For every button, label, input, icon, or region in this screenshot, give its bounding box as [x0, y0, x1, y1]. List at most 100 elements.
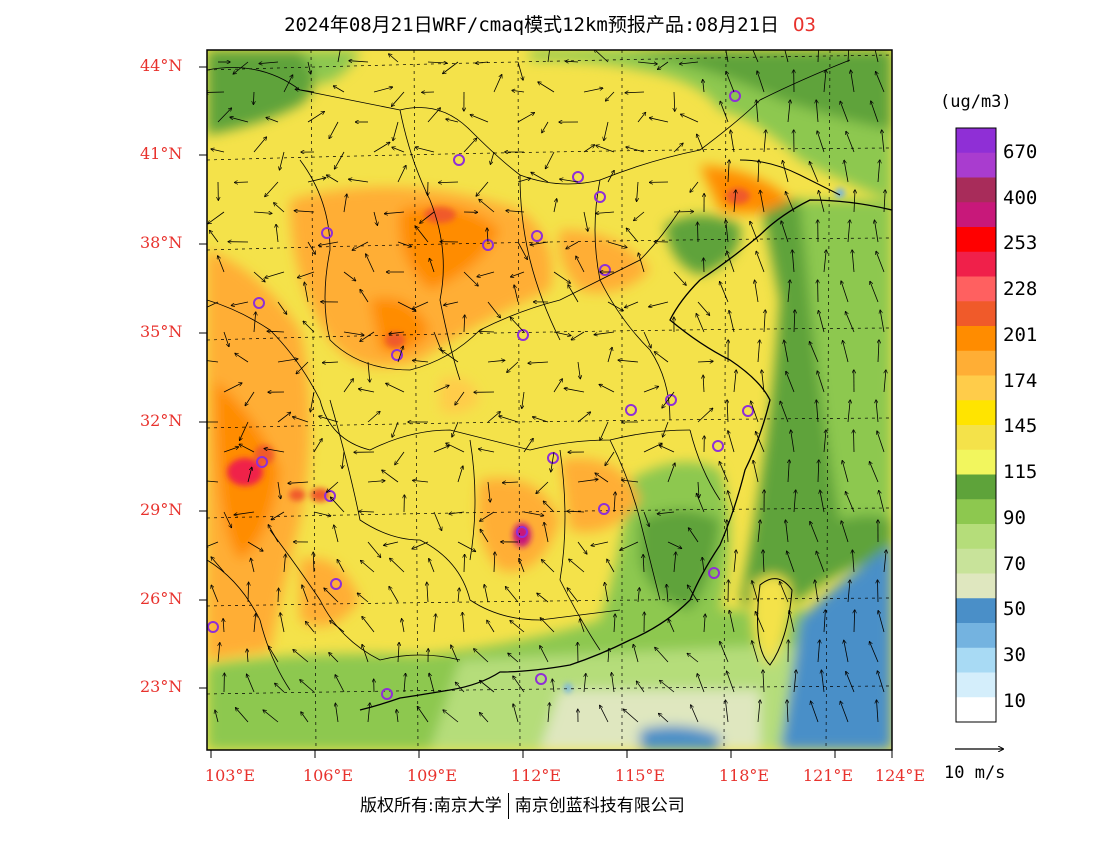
wind-arrow: [637, 181, 638, 201]
wind-arrow: [506, 211, 525, 212]
wind-arrow: [296, 361, 309, 374]
wind-arrow: [884, 190, 885, 213]
wind-arrow: [780, 401, 789, 423]
wind-arrow: [604, 121, 609, 140]
wind-arrow: [218, 256, 225, 273]
wind-arrow: [480, 530, 489, 543]
wind-arrow: [810, 522, 819, 543]
wind-arrow: [395, 451, 405, 465]
wind-arrow: [211, 585, 219, 603]
wind-arrow: [307, 241, 315, 254]
wind-arrow: [568, 285, 579, 303]
lon-label-124: 124°E: [874, 766, 926, 785]
wind-arrow: [638, 588, 639, 603]
wind-arrow: [878, 611, 885, 633]
wind-arrow: [870, 642, 879, 663]
wind-arrow: [607, 301, 623, 311]
wind-arrow: [427, 582, 428, 603]
colorbar-swatch: [956, 425, 996, 451]
wind-arrow: [464, 315, 465, 333]
wind-arrow: [329, 121, 339, 138]
wind-arrow: [729, 611, 735, 633]
wind-arrow: [474, 649, 489, 663]
wind-arrow: [753, 461, 759, 483]
wind-arrow: [479, 200, 495, 213]
wind-arrow: [382, 470, 399, 483]
wind-arrow: [360, 290, 369, 303]
wind-arrow: [239, 444, 255, 453]
wind-arrow: [429, 559, 435, 573]
colorbar-swatch: [956, 128, 996, 154]
wind-arrow: [511, 271, 525, 277]
wind-arrow: [207, 480, 219, 483]
wind-arrow: [487, 481, 490, 502]
wind-arrow: [412, 301, 429, 309]
wind-arrow: [234, 511, 255, 515]
wind-arrow: [442, 350, 459, 363]
wind-arrow: [245, 391, 255, 406]
wind-arrow: [607, 241, 627, 248]
wind-arrow: [278, 588, 279, 603]
wind-arrow: [210, 231, 219, 243]
colorbar-label-228: 228: [1003, 278, 1038, 300]
wind-arrow: [536, 481, 549, 493]
wind-arrow: [816, 551, 825, 573]
wind-arrow: [818, 311, 825, 333]
lon-label-121: 121°E: [802, 766, 854, 785]
wind-arrow: [650, 118, 669, 123]
wind-arrow: [720, 282, 729, 303]
wind-arrow: [576, 256, 585, 273]
wind-arrow: [606, 91, 615, 101]
wind-arrow: [571, 331, 585, 340]
wind-arrow: [352, 241, 369, 250]
wind-arrow: [681, 114, 699, 123]
wind-arrow: [480, 713, 489, 723]
wind-arrow: [871, 101, 879, 123]
wind-arrow: [566, 61, 579, 62]
wind-arrow: [607, 348, 612, 363]
wind-arrow: [267, 331, 285, 332]
wind-arrow: [397, 710, 399, 723]
wind-arrow: [878, 160, 880, 183]
colorbar-label-174: 174: [1003, 370, 1038, 392]
wind-arrow: [815, 580, 819, 603]
wind-arrow: [668, 619, 675, 633]
wind-reference-label: 10 m/s: [944, 763, 1006, 783]
wind-arrow: [207, 301, 219, 308]
lat-label-41: 41°N: [140, 144, 183, 163]
wind-arrow: [280, 151, 285, 170]
colorbar-swatch: [956, 647, 996, 673]
wind-arrow: [793, 670, 796, 693]
wind-arrow: [660, 681, 675, 693]
wind-arrow: [361, 561, 375, 573]
wind-arrow: [389, 587, 399, 603]
wind-arrow: [846, 132, 855, 153]
wind-arrow: [583, 88, 603, 93]
wind-arrow: [633, 645, 639, 663]
wind-arrow: [433, 446, 449, 453]
wind-arrow: [844, 160, 849, 183]
wind-arrow: [398, 643, 399, 663]
wind-arrow: [823, 430, 826, 453]
wind-arrow: [789, 611, 795, 633]
wind-arrow: [643, 331, 651, 348]
wind-arrow: [360, 331, 375, 341]
wind-arrow: [211, 149, 225, 153]
copyright-footer: 版权所有:南京大学 南京创蓝科技有限公司: [360, 791, 685, 819]
wind-arrow: [841, 521, 849, 543]
wind-arrow: [530, 241, 549, 245]
wind-arrow: [786, 192, 795, 213]
wind-arrow: [342, 451, 344, 468]
wind-arrow: [392, 421, 399, 437]
wind-arrow: [446, 443, 465, 453]
wind-arrow: [758, 160, 759, 183]
colorbar-label-670: 670: [1003, 141, 1038, 163]
wind-arrow: [720, 642, 729, 663]
wind-arrow: [847, 580, 850, 603]
wind-arrow: [323, 362, 339, 363]
wind-arrow: [583, 211, 588, 231]
wind-arrow: [763, 670, 764, 693]
wind-arrow: [553, 331, 571, 336]
wind-arrow: [551, 451, 555, 472]
wind-arrow: [264, 449, 285, 453]
